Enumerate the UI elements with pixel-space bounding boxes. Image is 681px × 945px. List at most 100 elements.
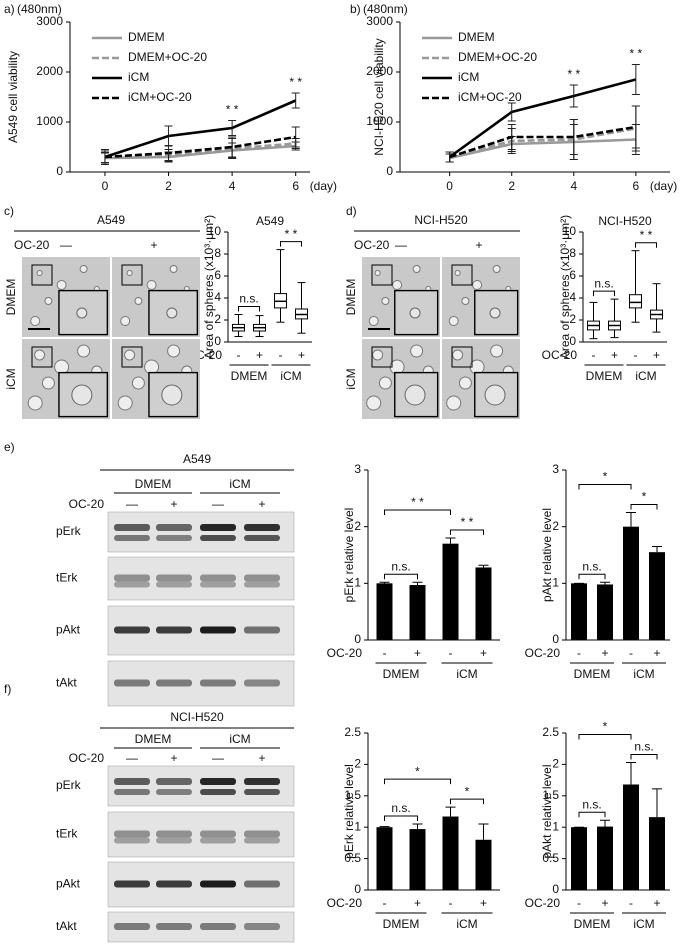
series-line	[104, 99, 297, 159]
x-tick-label: 0	[446, 179, 453, 193]
y-tick-label: 0	[552, 882, 559, 896]
sphere	[366, 395, 382, 411]
band	[114, 837, 150, 844]
group-label: DMEM	[574, 667, 611, 681]
y-tick-label: 0	[569, 334, 576, 348]
series-line	[104, 142, 296, 159]
y-tick-label: 0	[354, 632, 361, 646]
band	[200, 789, 236, 795]
y-unit: (480nm)	[17, 2, 62, 16]
y-tick-label: 2000	[36, 64, 63, 78]
y-tick-label: 0	[354, 882, 361, 896]
error-bar	[445, 537, 456, 544]
y-tick-label: 8	[569, 246, 576, 260]
condition-label: +	[170, 497, 177, 511]
sphere	[54, 359, 70, 375]
group-label: DMEM	[383, 667, 420, 681]
row-label: DMEM	[344, 279, 358, 316]
inset-sphere	[166, 307, 178, 319]
group-label: iCM	[456, 667, 477, 681]
protein-label: tAkt	[56, 676, 77, 690]
x-unit: (day)	[650, 179, 677, 193]
band	[114, 535, 150, 541]
protein-label: tAkt	[56, 919, 77, 933]
band	[244, 830, 280, 838]
sphere	[374, 270, 381, 276]
significance-bracket	[384, 509, 451, 515]
band	[114, 789, 150, 795]
micrograph-title: NCI-H520	[414, 213, 468, 227]
significance-label: *	[415, 764, 420, 778]
band	[244, 778, 280, 785]
chart-title: A549	[256, 214, 284, 228]
band	[244, 535, 280, 541]
band	[244, 789, 280, 795]
inset-sphere	[161, 384, 183, 406]
band	[114, 830, 150, 838]
condition-label: -	[237, 348, 241, 362]
y-axis-label: pAkt relative level	[540, 764, 554, 858]
significance-label: * *	[226, 103, 239, 117]
condition-label: —	[126, 751, 138, 765]
sphere	[368, 316, 379, 326]
band	[156, 789, 192, 795]
significance-bracket	[384, 815, 418, 822]
bar	[409, 829, 426, 890]
condition-label: +	[601, 646, 608, 660]
band	[114, 574, 150, 582]
significance-label: n.s.	[594, 276, 613, 290]
condition-label: -	[383, 896, 387, 910]
group-label: iCM	[633, 667, 654, 681]
condition-label: -	[449, 646, 453, 660]
group-label: DMEM	[383, 917, 420, 931]
band	[156, 830, 192, 838]
error-bar	[291, 92, 300, 109]
condition-label: +	[258, 751, 265, 765]
media-label: iCM	[229, 732, 250, 746]
y-tick-label: 8	[214, 246, 221, 260]
protein-label: pErk	[56, 778, 82, 792]
condition-label: -	[577, 896, 581, 910]
error-bar	[626, 512, 636, 527]
sphere	[36, 270, 43, 276]
group-label: iCM	[633, 917, 654, 931]
inset-source	[451, 346, 473, 368]
blot	[107, 511, 295, 553]
blot	[107, 556, 295, 601]
treatment-label: OC-20	[327, 896, 363, 910]
panel-label: a)	[4, 2, 15, 16]
row-label: DMEM	[4, 279, 18, 316]
condition-label: +	[256, 348, 263, 362]
y-tick-label: 0	[386, 164, 393, 178]
significance-label: * *	[289, 75, 302, 89]
y-axis-label: pErk relative level	[342, 508, 356, 603]
error-bar	[507, 124, 516, 150]
significance-bracket	[578, 734, 632, 740]
error-bar	[412, 581, 423, 586]
y-tick-label: 1	[552, 819, 559, 833]
error-bar	[569, 119, 578, 155]
band	[114, 679, 150, 687]
x-tick-label: 2	[508, 179, 515, 193]
sphere	[410, 344, 424, 358]
blot-title: A549	[183, 452, 211, 466]
treatment-label: OC-20	[354, 238, 390, 252]
band	[200, 581, 236, 588]
condition-label: +	[414, 646, 421, 660]
significance-label: n.s.	[239, 292, 258, 306]
sphere	[448, 316, 459, 326]
y-tick-label: 2.5	[542, 725, 559, 739]
condition-label: -	[629, 646, 633, 660]
inset-sphere	[409, 307, 421, 319]
y-tick-label: 2	[569, 312, 576, 326]
significance-bracket	[384, 573, 418, 580]
y-tick-label: 6	[569, 268, 576, 282]
sphere	[124, 349, 136, 361]
sphere	[144, 359, 160, 375]
band	[114, 626, 150, 634]
y-tick-label: 3	[354, 462, 361, 476]
error-bar	[600, 581, 610, 585]
sphere	[169, 265, 178, 273]
band	[244, 581, 280, 588]
significance-bracket	[630, 504, 658, 510]
